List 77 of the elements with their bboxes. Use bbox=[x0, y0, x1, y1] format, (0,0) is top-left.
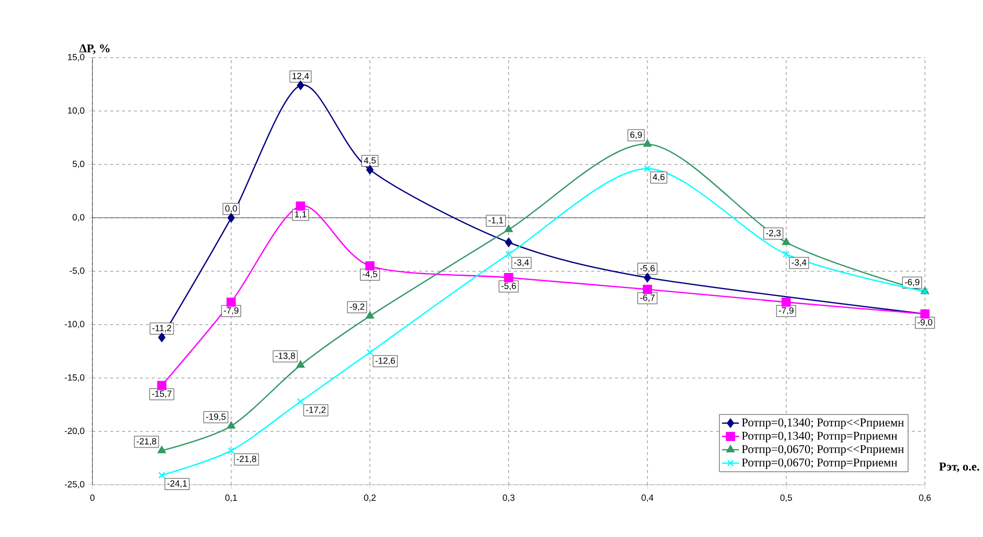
data-label: -9,2 bbox=[350, 303, 364, 311]
y-tick-label: 10,0 bbox=[68, 107, 84, 114]
point bbox=[644, 165, 651, 172]
point bbox=[644, 272, 652, 282]
point bbox=[226, 297, 236, 307]
data-label: -4,5 bbox=[362, 270, 378, 278]
x-tick-label: 0,3 bbox=[502, 494, 514, 502]
y-tick-label: 0,0 bbox=[72, 214, 84, 222]
point bbox=[366, 311, 374, 318]
legend-label: Ротпр=0,0670; Ротпр<<Рприемн bbox=[742, 444, 904, 456]
point bbox=[158, 446, 166, 454]
x-tick-label: 0 bbox=[90, 494, 95, 501]
data-label: 6,9 bbox=[630, 131, 642, 139]
data-label: 4,5 bbox=[364, 157, 376, 164]
point bbox=[782, 297, 791, 307]
data-label: -15,7 bbox=[152, 390, 172, 398]
point bbox=[782, 250, 790, 258]
legend-label: Ротпр=0,0670; Ротпр=Рприемн bbox=[742, 458, 898, 469]
y-tick-label: 15,0 bbox=[68, 54, 84, 62]
data-label: -21,8 bbox=[236, 456, 256, 463]
x-tick-label: 0,2 bbox=[364, 494, 376, 502]
point bbox=[366, 348, 374, 356]
legend-label: Ротпр=0,1340; Ротпр=Рприемн bbox=[742, 432, 898, 442]
x-tick-label: 0,4 bbox=[642, 494, 654, 502]
data-label: -6,9 bbox=[904, 278, 920, 286]
data-label: -11,2 bbox=[152, 324, 172, 332]
point bbox=[296, 360, 305, 368]
data-label: -6,7 bbox=[640, 294, 655, 302]
y-tick-label: -5,0 bbox=[70, 267, 84, 275]
data-label: -21,8 bbox=[136, 438, 156, 446]
data-label: -17,2 bbox=[306, 406, 326, 414]
data-label: -3,4 bbox=[792, 259, 806, 266]
y-tick-label: 5,0 bbox=[72, 160, 84, 168]
y-tick-label: -20,0 bbox=[64, 427, 84, 435]
data-label: 12,4 bbox=[292, 72, 309, 80]
data-label: -5,6 bbox=[501, 282, 516, 290]
data-label: 1,1 bbox=[295, 210, 306, 218]
point bbox=[158, 332, 166, 342]
data-label: -19,5 bbox=[206, 413, 226, 421]
point bbox=[228, 212, 235, 222]
point bbox=[504, 224, 513, 232]
point bbox=[297, 398, 304, 405]
x-tick-label: 0,6 bbox=[919, 494, 931, 502]
y-tick-label: -10,0 bbox=[64, 320, 84, 328]
point bbox=[782, 238, 790, 245]
data-label: 0,0 bbox=[225, 205, 237, 212]
data-label: -7,9 bbox=[778, 307, 794, 314]
legend-label: Ротпр=0,1340; Ротпр<<Рприемн bbox=[742, 418, 904, 429]
point bbox=[643, 139, 652, 147]
point bbox=[296, 80, 304, 90]
point bbox=[296, 201, 306, 210]
point bbox=[158, 472, 166, 478]
point bbox=[157, 380, 166, 390]
data-label: -3,4 bbox=[514, 259, 529, 266]
y-tick-label: -25,0 bbox=[64, 480, 84, 488]
point bbox=[365, 261, 375, 270]
point bbox=[227, 421, 236, 428]
x-tick-label: 0,1 bbox=[225, 494, 237, 502]
point bbox=[228, 446, 235, 454]
point bbox=[505, 250, 512, 258]
data-label: -7,9 bbox=[224, 307, 238, 314]
point bbox=[366, 164, 374, 174]
data-label: -1,1 bbox=[488, 216, 504, 224]
data-label: -9,0 bbox=[918, 318, 932, 326]
data-label: 4,6 bbox=[652, 174, 665, 181]
data-label: -24,1 bbox=[167, 480, 187, 488]
y-axis-title: ΔP, % bbox=[79, 44, 110, 54]
data-label: -5,6 bbox=[640, 264, 655, 272]
point bbox=[505, 238, 512, 247]
point bbox=[642, 284, 652, 294]
data-label: -13,8 bbox=[275, 352, 295, 360]
data-label: -12,6 bbox=[375, 357, 395, 365]
x-axis-title: Рэт, о.е. bbox=[939, 462, 980, 472]
x-tick-label: 0,5 bbox=[780, 494, 792, 502]
y-tick-label: -15,0 bbox=[64, 374, 84, 382]
point bbox=[504, 272, 514, 282]
data-label: -2,3 bbox=[766, 230, 781, 237]
